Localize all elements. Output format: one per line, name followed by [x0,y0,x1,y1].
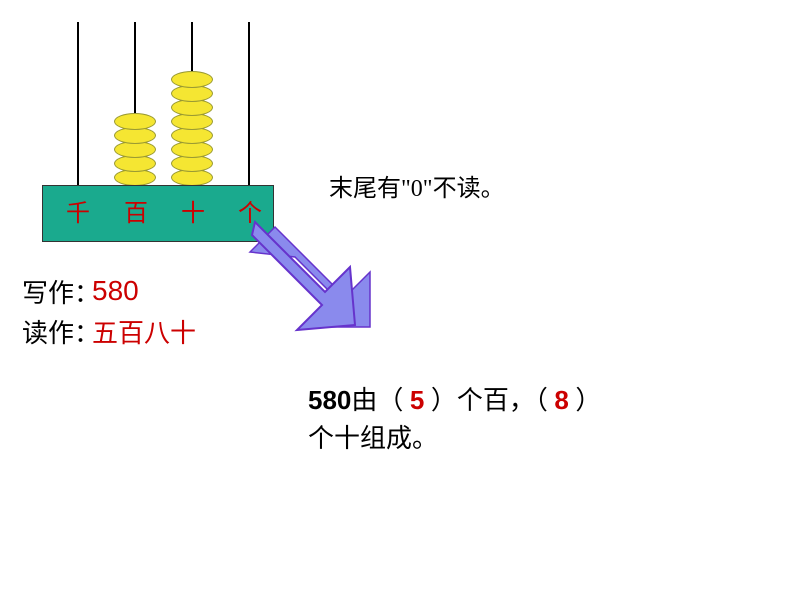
place-label-thousands: 千 [66,193,90,228]
rod-thousands [77,22,79,185]
comp-hundreds: 5 [410,385,424,415]
write-value: 580 [92,275,139,307]
rod-ones [248,22,250,185]
comp-text-3: ） [575,386,601,415]
comp-text-1: 由（ [351,386,403,415]
arrow-icon [230,217,390,337]
composition-line1: 580由（ 5 ）个百，（ 8 ） [308,380,718,417]
comp-number: 580 [308,385,351,415]
bead-tens [171,71,213,88]
rule-text: 末尾有"0"不读。 [329,168,505,203]
place-label-hundreds: 百 [124,193,148,228]
read-value: 五百八十 [92,313,196,350]
write-label: 写作： [22,273,100,310]
place-label-tens: 十 [181,193,205,228]
comp-tens: 8 [554,385,568,415]
read-label: 读作： [22,313,100,350]
composition-line2: 个十组成。 [308,418,438,455]
bead-hundreds [114,113,156,130]
comp-text-2: ）个百，（ [431,386,548,415]
abacus: 千 百 十 个 [42,22,274,242]
